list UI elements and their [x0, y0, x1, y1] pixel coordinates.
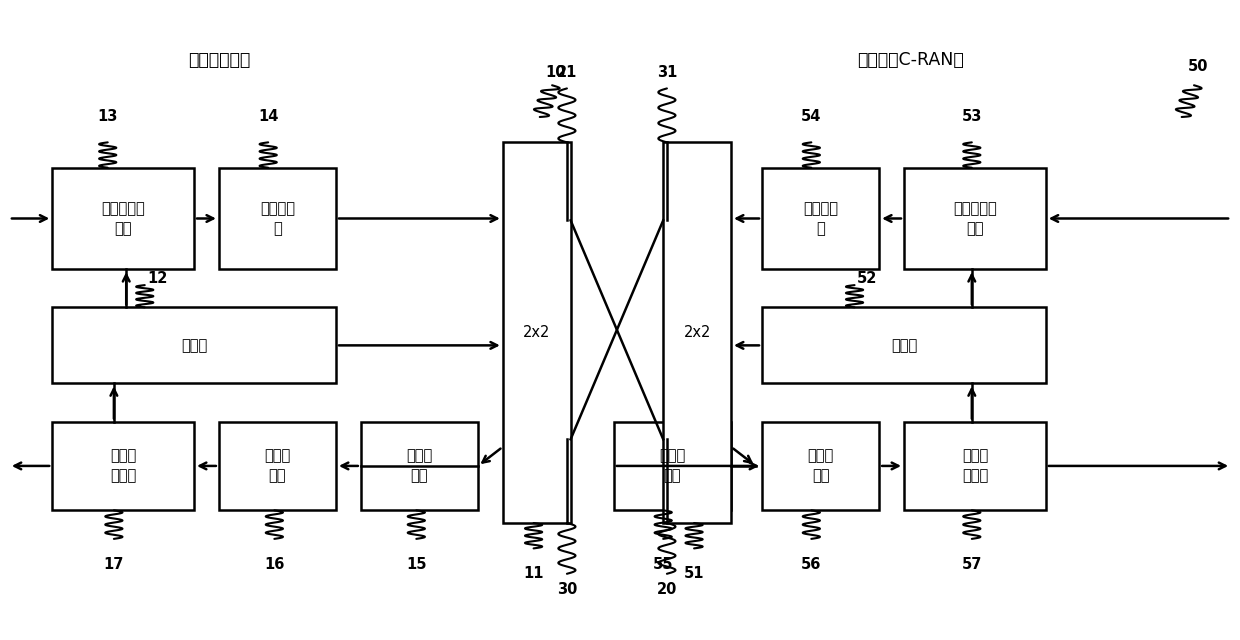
Bar	[218, 422, 336, 510]
Text: 收发器（C-RAN）: 收发器（C-RAN）	[857, 51, 963, 69]
Text: 50: 50	[1188, 59, 1208, 74]
Text: 所接收
的数据: 所接收 的数据	[962, 449, 988, 483]
Text: 10: 10	[546, 65, 565, 80]
Text: 56: 56	[801, 557, 822, 572]
Text: 光电二
极管: 光电二 极管	[660, 449, 686, 483]
Text: 收发器（塔）: 收发器（塔）	[187, 51, 250, 69]
Bar	[52, 168, 195, 269]
Text: 数据激光驱
动器: 数据激光驱 动器	[102, 201, 145, 236]
Bar	[663, 142, 732, 523]
Bar	[904, 168, 1045, 269]
Text: 13: 13	[98, 109, 118, 124]
Text: 30: 30	[557, 582, 577, 597]
Text: 31: 31	[657, 65, 677, 80]
Bar	[761, 168, 879, 269]
Text: 17: 17	[104, 557, 124, 572]
Text: 2x2: 2x2	[523, 325, 551, 340]
Text: 2x2: 2x2	[683, 325, 711, 340]
Text: 54: 54	[801, 109, 822, 124]
Text: 52: 52	[857, 271, 877, 286]
Bar	[52, 307, 336, 383]
Text: 11: 11	[523, 566, 544, 581]
Bar	[218, 168, 336, 269]
Text: 后置放
大器: 后置放 大器	[807, 449, 833, 483]
Text: 激光二极
管: 激光二极 管	[260, 201, 295, 236]
Text: 57: 57	[962, 557, 982, 572]
Text: 14: 14	[258, 109, 278, 124]
Text: 15: 15	[405, 557, 427, 572]
Text: 控制器: 控制器	[181, 338, 207, 353]
Text: 所接收
的数据: 所接收 的数据	[110, 449, 136, 483]
Text: 16: 16	[264, 557, 284, 572]
Text: 后置放
大器: 后置放 大器	[264, 449, 290, 483]
Text: 光电二
极管: 光电二 极管	[407, 449, 433, 483]
Bar	[761, 422, 879, 510]
Bar	[614, 422, 732, 510]
Text: 55: 55	[653, 557, 673, 572]
Bar	[502, 142, 570, 523]
Text: 21: 21	[557, 65, 577, 80]
Text: 数据激光驱
动器: 数据激光驱 动器	[954, 201, 997, 236]
Text: 20: 20	[657, 582, 677, 597]
Text: 51: 51	[683, 566, 704, 581]
Bar	[52, 422, 195, 510]
Text: 12: 12	[146, 271, 167, 286]
Text: 53: 53	[962, 109, 982, 124]
Bar	[761, 307, 1045, 383]
Bar	[361, 422, 479, 510]
Bar	[904, 422, 1045, 510]
Text: 控制器: 控制器	[890, 338, 918, 353]
Text: 激光二极
管: 激光二极 管	[804, 201, 838, 236]
